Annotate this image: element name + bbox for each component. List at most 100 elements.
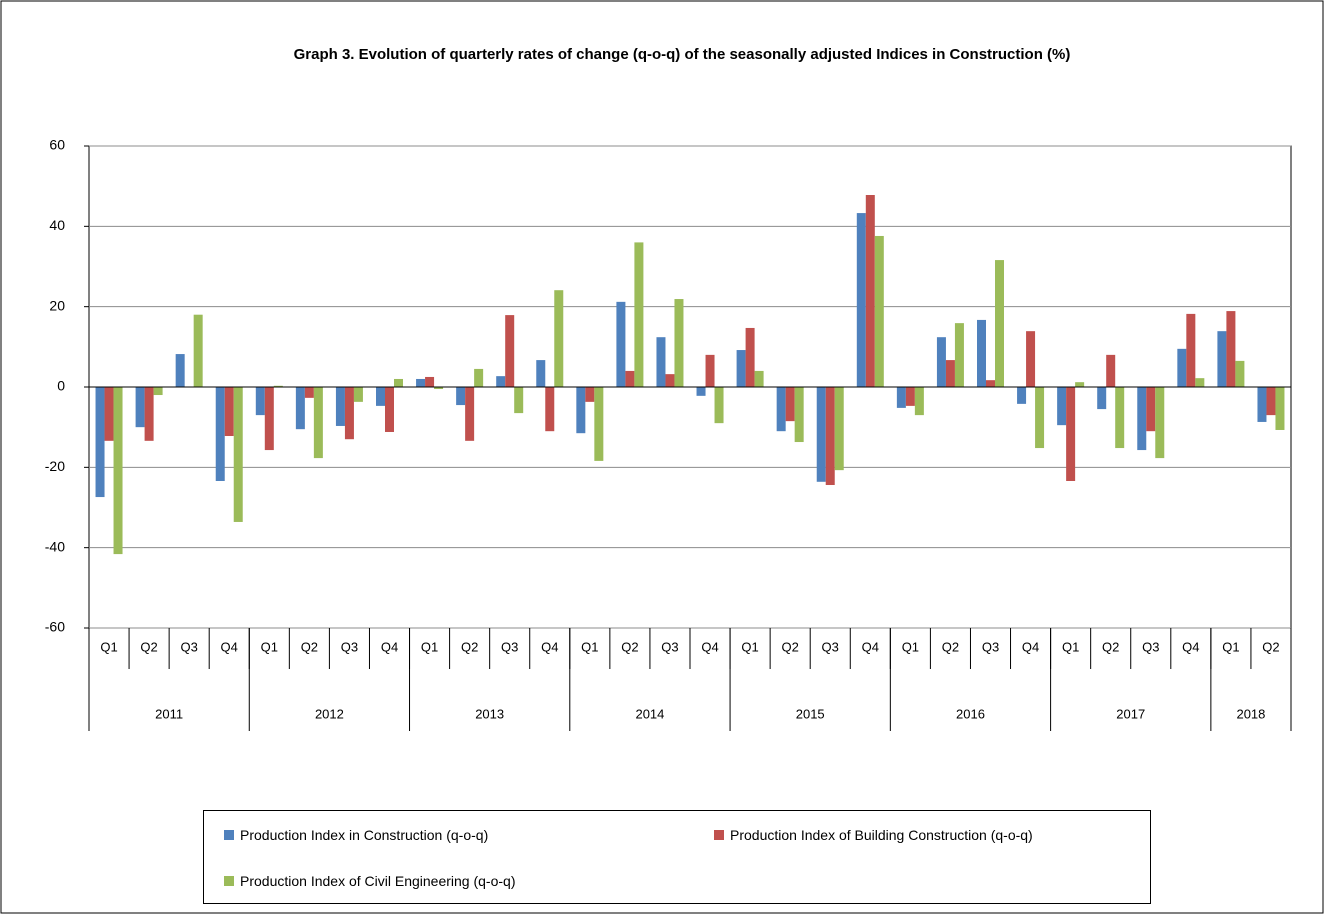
bar [514, 387, 524, 414]
bar [696, 387, 706, 396]
bar [1106, 354, 1116, 387]
bar [986, 380, 995, 387]
legend: Production Index in Construction (q-o-q)… [203, 810, 1151, 904]
bar [465, 387, 475, 441]
chart-title: Graph 3. Evolution of quarterly rates of… [293, 46, 1071, 63]
bar [656, 337, 666, 387]
bar [776, 387, 786, 432]
legend-label: Production Index in Construction (q-o-q) [240, 827, 489, 843]
legend-item: Production Index of Civil Engineering (q… [224, 871, 714, 891]
x-group-label: 2017 [1116, 706, 1145, 721]
bar [95, 387, 105, 498]
legend-swatch [224, 876, 234, 886]
bar [954, 323, 964, 387]
x-tick-label: Q2 [942, 639, 959, 654]
bar [1146, 387, 1156, 432]
bar [545, 387, 555, 432]
x-tick-label: Q2 [140, 639, 157, 654]
legend-item: Production Index of Building Constructio… [714, 825, 1154, 845]
bar [1217, 331, 1227, 387]
bar [255, 387, 265, 416]
bar [794, 387, 804, 443]
bar [665, 374, 675, 387]
legend-label: Production Index of Building Constructio… [730, 827, 1033, 843]
bar [1195, 378, 1205, 387]
x-group-label: 2018 [1236, 706, 1265, 721]
bar [745, 327, 755, 387]
bar [153, 387, 163, 396]
bar [304, 387, 314, 398]
bar [1275, 387, 1285, 430]
bar [474, 368, 484, 387]
bar [1235, 360, 1245, 387]
legend-label: Production Index of Civil Engineering (q… [240, 873, 516, 889]
bar [175, 354, 185, 387]
bar [874, 235, 884, 387]
bar [193, 314, 203, 387]
bar [856, 213, 866, 387]
legend-swatch [714, 830, 724, 840]
bar [896, 387, 906, 408]
bar [554, 290, 564, 387]
bar [1115, 387, 1125, 449]
bar [505, 315, 515, 387]
x-group-label: 2011 [155, 706, 183, 721]
x-tick-label: Q2 [1262, 639, 1279, 654]
bar [865, 195, 875, 387]
bar [1257, 387, 1267, 422]
x-tick-label: Q4 [701, 639, 718, 654]
bar [233, 387, 243, 522]
bar [914, 387, 924, 416]
y-tick-label: 20 [49, 297, 65, 313]
bar [1066, 387, 1076, 481]
bar [1075, 382, 1085, 387]
bar [224, 387, 234, 437]
bar [113, 387, 123, 555]
bar [313, 387, 323, 459]
bar [825, 387, 835, 486]
bar [936, 337, 946, 387]
x-tick-label: Q3 [180, 639, 197, 654]
x-group-label: 2015 [796, 706, 825, 721]
bar [135, 387, 145, 428]
bar [616, 301, 626, 387]
bar [1057, 387, 1067, 426]
x-tick-label: Q4 [221, 639, 238, 654]
bar [1177, 348, 1187, 387]
x-tick-label: Q2 [621, 639, 638, 654]
x-tick-label: Q3 [822, 639, 839, 654]
x-tick-label: Q2 [301, 639, 318, 654]
bar [425, 376, 435, 387]
bar [625, 370, 635, 387]
x-tick-label: Q4 [862, 639, 879, 654]
bar [634, 242, 644, 387]
x-group-label: 2013 [475, 706, 504, 721]
bar [295, 387, 305, 430]
y-tick-label: -60 [45, 619, 65, 635]
bar [394, 378, 403, 387]
bar [1026, 331, 1036, 387]
y-tick-label: 40 [49, 217, 65, 233]
bar [977, 319, 986, 387]
x-tick-label: Q1 [100, 639, 117, 654]
bar [816, 387, 826, 482]
bar [1035, 387, 1045, 449]
x-tick-label: Q3 [501, 639, 518, 654]
bar [834, 387, 844, 471]
bar [335, 387, 345, 426]
bar [585, 387, 595, 402]
bar [995, 260, 1004, 387]
x-group-label: 2016 [956, 706, 985, 721]
bar [1226, 311, 1236, 387]
x-tick-label: Q1 [1222, 639, 1239, 654]
y-tick-label: -40 [45, 538, 65, 554]
bar [705, 354, 715, 387]
x-tick-label: Q1 [741, 639, 758, 654]
bar [785, 387, 795, 422]
legend-item: Production Index in Construction (q-o-q) [224, 825, 714, 845]
bar [104, 387, 114, 441]
bar [905, 387, 915, 406]
x-tick-label: Q3 [661, 639, 678, 654]
x-tick-label: Q3 [1142, 639, 1159, 654]
x-tick-label: Q1 [421, 639, 438, 654]
